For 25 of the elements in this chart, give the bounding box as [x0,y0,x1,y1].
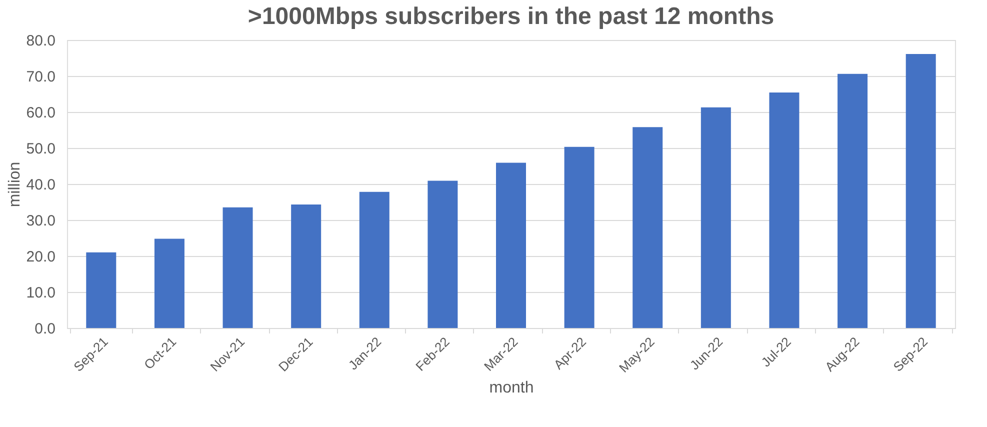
bar [154,238,184,328]
bar [838,74,868,328]
y-tick-label: 60.0 [26,104,56,122]
bar [359,192,390,328]
y-tick-label: 0.0 [34,320,56,338]
bar [428,180,458,328]
bar [632,127,663,328]
bar [906,54,936,328]
bar [291,204,322,328]
y-tick-label: 70.0 [26,68,56,86]
y-axis-title: million [6,162,24,208]
y-tick-label: 30.0 [26,212,56,230]
x-axis-title: month [489,379,534,396]
y-tick-label: 80.0 [26,32,56,50]
y-tick-label: 40.0 [26,176,56,194]
bar [222,207,253,328]
bar [564,146,594,328]
y-tick-label: 50.0 [26,140,56,158]
bar [86,252,116,328]
bar [700,107,731,328]
y-tick-label: 20.0 [26,248,56,266]
y-tick-label: 10.0 [26,284,56,302]
bar [496,162,526,328]
chart-title: >1000Mbps subscribers in the past 12 months [248,3,774,30]
bar [769,92,800,328]
